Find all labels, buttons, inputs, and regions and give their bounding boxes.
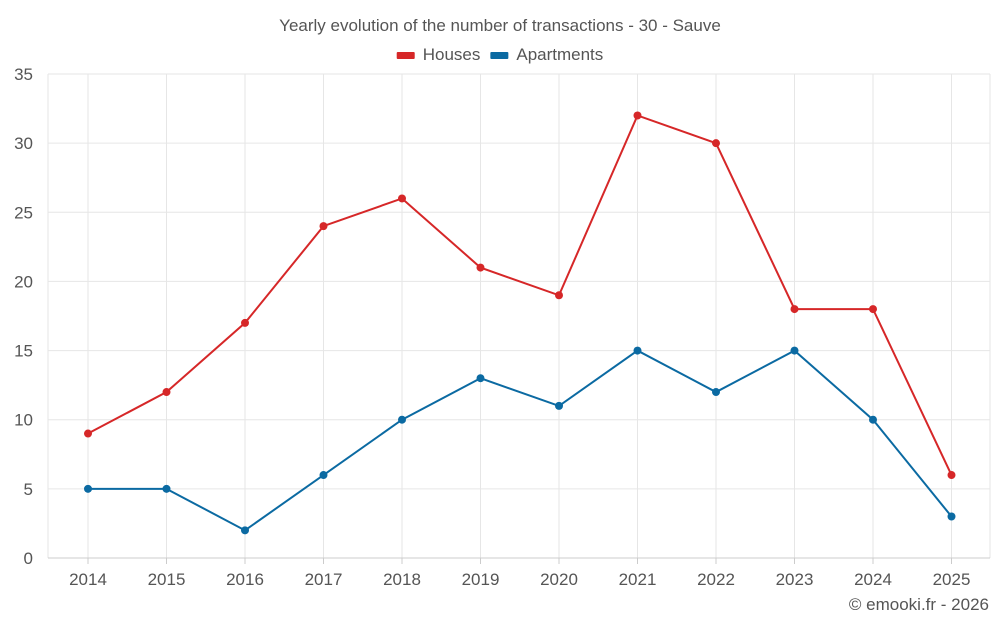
x-tick-label: 2021: [619, 570, 657, 589]
chart-title: Yearly evolution of the number of transa…: [279, 16, 721, 35]
data-point[interactable]: [241, 318, 249, 327]
y-tick-label: 15: [14, 342, 33, 361]
y-tick-label: 10: [14, 411, 33, 430]
data-point[interactable]: [790, 305, 799, 314]
data-point[interactable]: [712, 388, 720, 397]
legend-item-houses[interactable]: Houses: [396, 45, 481, 64]
y-tick-label: 35: [14, 65, 33, 84]
x-tick-label: 2023: [776, 570, 814, 589]
series-line: [87, 114, 953, 476]
data-point[interactable]: [319, 222, 328, 231]
data-point[interactable]: [241, 526, 249, 535]
x-tick-label: 2025: [933, 570, 971, 589]
x-tick-label: 2017: [305, 570, 343, 589]
legend-swatch: [490, 52, 509, 59]
data-point[interactable]: [869, 305, 877, 314]
data-point[interactable]: [84, 484, 92, 493]
data-point[interactable]: [633, 346, 642, 355]
data-point[interactable]: [633, 111, 642, 120]
data-point[interactable]: [712, 139, 720, 148]
data-point[interactable]: [476, 263, 485, 272]
x-tick-label: 2024: [854, 570, 892, 589]
legend-label: Houses: [423, 45, 481, 64]
grid: [47, 73, 991, 559]
data-point[interactable]: [398, 194, 406, 203]
y-tick-label: 5: [24, 480, 33, 499]
series-group: [84, 111, 956, 535]
data-point[interactable]: [162, 484, 171, 493]
legend-item-apartments[interactable]: Apartments: [490, 45, 603, 64]
data-point[interactable]: [162, 388, 171, 397]
data-point[interactable]: [555, 401, 563, 410]
data-point[interactable]: [869, 415, 877, 424]
y-axis: 0 5 10 15 20 25 30 35: [14, 65, 33, 568]
series-line: [88, 349, 953, 532]
series-houses: [84, 111, 956, 480]
x-tick-label: 2015: [148, 570, 186, 589]
y-tick-label: 25: [14, 203, 33, 222]
y-tick-label: 20: [14, 272, 33, 291]
data-point[interactable]: [947, 512, 956, 521]
data-point[interactable]: [476, 374, 485, 383]
data-point[interactable]: [790, 346, 799, 355]
legend: Houses Apartments: [396, 45, 603, 64]
series-apartments: [84, 346, 956, 535]
x-tick-label: 2019: [462, 570, 500, 589]
data-point[interactable]: [398, 415, 406, 424]
legend-swatch: [396, 52, 415, 59]
data-point[interactable]: [555, 291, 563, 300]
x-tick-label: 2020: [540, 570, 578, 589]
data-point[interactable]: [84, 429, 92, 438]
x-tick-label: 2022: [697, 570, 735, 589]
x-tick-label: 2018: [383, 570, 421, 589]
credit-text: © emooki.fr - 2026: [849, 595, 989, 614]
y-tick-label: 0: [24, 549, 33, 568]
data-point[interactable]: [319, 471, 328, 480]
x-axis: 2014 2015 2016 2017 2018 2019 2020 2021 2022 2023…: [69, 558, 970, 589]
x-tick-label: 2014: [69, 570, 107, 589]
y-tick-label: 30: [14, 134, 33, 153]
x-tick-label: 2016: [226, 570, 264, 589]
legend-label: Apartments: [516, 45, 603, 64]
data-point[interactable]: [947, 471, 956, 480]
